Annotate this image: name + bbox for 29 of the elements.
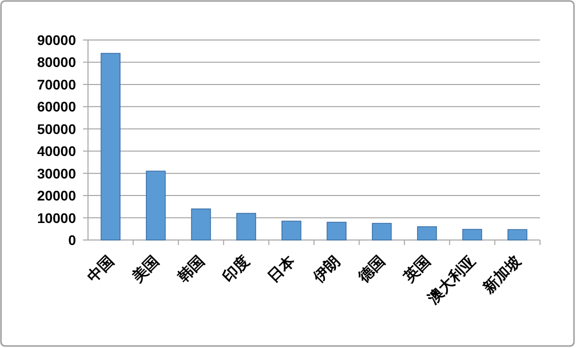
x-tick-label: 德国 (354, 252, 389, 287)
y-tick-label: 60000 (37, 98, 76, 115)
bar (508, 229, 528, 240)
x-tick-label: 印度 (219, 252, 254, 286)
y-tick-label: 50000 (37, 120, 76, 137)
bar (191, 208, 211, 240)
bar (146, 170, 166, 240)
y-tick-label: 40000 (37, 143, 76, 160)
bar (236, 212, 256, 240)
x-tick-label: 日本 (264, 251, 299, 286)
bar (372, 222, 392, 240)
x-tick-label: 伊朗 (308, 252, 344, 287)
x-tick-label: 韩国 (173, 252, 208, 287)
x-tick-label: 美国 (128, 252, 163, 287)
y-tick-label: 20000 (37, 188, 76, 204)
y-tick-label: 80000 (37, 54, 76, 70)
y-tick-label: 30000 (37, 165, 76, 182)
x-tick-label: 中国 (83, 252, 118, 286)
y-tick-label: 90000 (37, 32, 76, 48)
bar (462, 228, 482, 240)
bar (282, 220, 302, 240)
x-tick-label: 新加坡 (478, 251, 525, 298)
bar (326, 222, 346, 240)
x-tick-label: 英国 (399, 252, 434, 287)
bar (100, 52, 120, 240)
y-tick-label: 0 (68, 232, 76, 248)
bar (417, 226, 437, 240)
y-tick-label: 10000 (37, 210, 76, 226)
y-tick-label: 70000 (37, 76, 76, 92)
